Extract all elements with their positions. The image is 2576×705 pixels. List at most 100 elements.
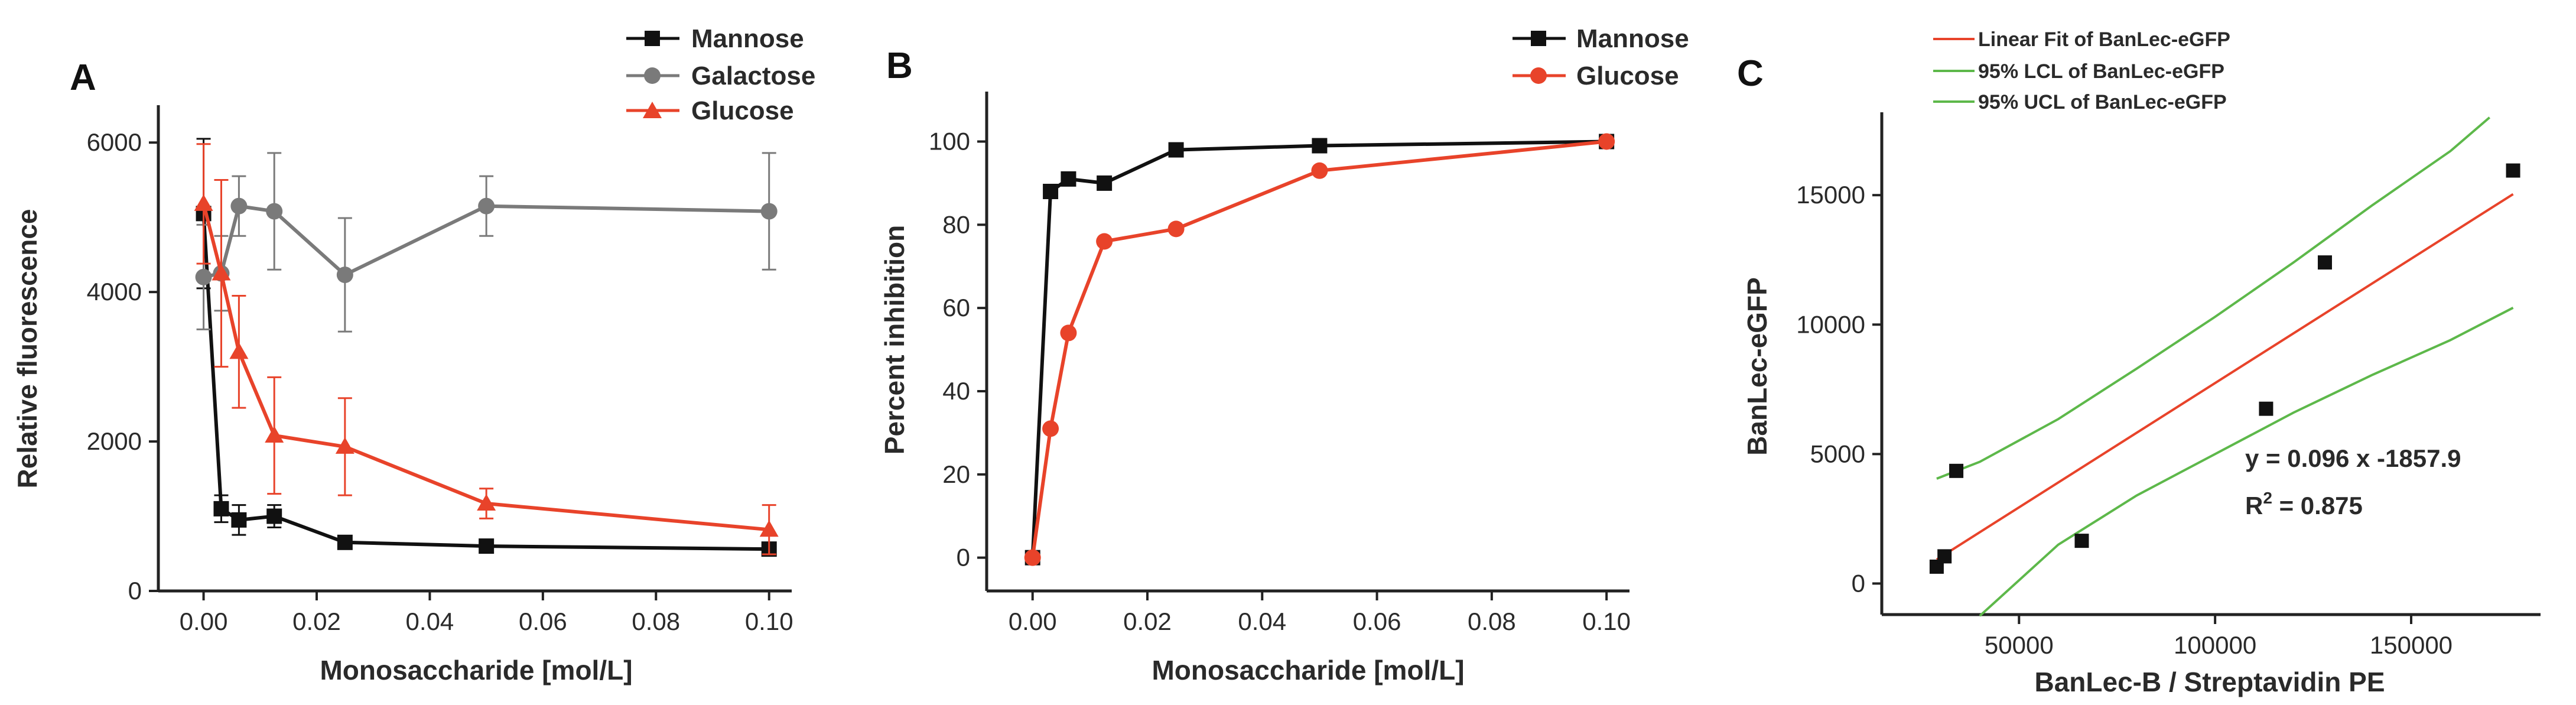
legend-item-ucl-c: 95% UCL of BanLec-eGFP [1933,91,2227,113]
legend-b: Mannose Glucose [1513,24,1689,90]
legend-label-lcl-c: 95% LCL of BanLec-eGFP [1978,60,2224,83]
series-line-glucose-a [201,203,769,532]
x-axis-label-b: Monosaccharide [mol/L] [1152,655,1464,685]
data-point-glucose-b [1042,420,1059,437]
x-tick-label-a: 0.10 [745,607,793,635]
legend-label-galactose-a: Galactose [691,61,815,90]
data-point-glucose-b [1598,133,1615,150]
x-tick-label-a: 0.06 [519,607,567,635]
data-point-mannose-b [1061,171,1076,187]
data-point-c [2074,534,2089,548]
data-point-galactose-a [266,203,283,220]
lcl-line [1979,307,2514,617]
series-a [194,138,779,557]
data-point-galactose-a [336,267,353,284]
y-tick-label-c: 5000 [1810,440,1865,467]
legend-label-mannose-a: Mannose [691,24,804,53]
y-tick-label-b: 80 [942,210,970,238]
r-squared-value: = 0.875 [2272,492,2363,519]
series-line-glucose-b [1030,139,1607,558]
data-point-glucose-a [335,437,354,454]
data-point-galactose-a [195,268,212,285]
legend-label-ucl-c: 95% UCL of BanLec-eGFP [1978,91,2227,113]
series-b [1024,133,1615,566]
legend-item-lcl-c: 95% LCL of BanLec-eGFP [1933,60,2224,83]
data-point-glucose-b [1311,162,1328,179]
ticks-c: 50000 100000 150000 0 5000 10000 15000 [1796,181,2453,659]
legend-item-galactose-a: Galactose [626,61,815,90]
data-point-mannose-b [1168,142,1184,158]
panel-label-a: A [70,57,96,98]
data-point-galactose-a [478,197,495,215]
legend-label-mannose-b: Mannose [1576,24,1689,53]
data-point-c [2317,255,2332,270]
legend-c: Linear Fit of BanLec-eGFP 95% LCL of Ban… [1926,17,2310,122]
legend-item-fit-c: Linear Fit of BanLec-eGFP [1933,28,2230,51]
y-axis-label-a: Relative fluorescence [12,209,43,488]
axes-c [1880,112,2541,616]
y-tick-label-b: 40 [942,377,970,405]
fit-line [1936,193,2514,561]
legend-item-glucose-b: Glucose [1513,61,1679,90]
x-tick-label-c: 50000 [1985,631,2054,659]
axes-b [985,92,1629,593]
legend-label-fit-c: Linear Fit of BanLec-eGFP [1978,28,2230,51]
x-tick-label-b: 0.00 [1009,607,1057,635]
data-point-glucose-a [477,494,496,511]
data-point-mannose-a [266,508,282,524]
series-line-mannose-b [1030,139,1607,558]
data-point-glucose-b [1167,220,1185,238]
x-tick-label-a: 0.04 [406,607,454,635]
data-point-mannose-b [1043,184,1059,199]
y-tick-label-b: 100 [929,128,970,155]
chart-a: Monosaccharide [mol/L] Relative fluoresc… [12,24,815,685]
ucl-line [1936,116,2491,480]
data-point-glucose-b [1024,549,1041,566]
data-point-glucose-b [1060,324,1077,342]
r-squared-sup: 2 [2263,489,2272,507]
y-tick-label-b: 60 [942,294,970,321]
data-point-glucose-a [194,194,213,211]
legend-a: Mannose Galactose Glucose [626,24,815,125]
fit-equation: y = 0.096 x -1857.9 [2245,444,2461,472]
x-tick-label-b: 0.06 [1353,607,1401,635]
y-tick-label-b: 20 [942,460,970,488]
y-tick-label-a: 0 [128,577,142,605]
data-point-mannose-b [1312,138,1328,154]
y-tick-label-a: 2000 [87,427,142,455]
x-axis-label-a: Monosaccharide [mol/L] [320,655,632,685]
data-point-galactose-a [230,197,248,215]
ticks-b: 0.00 0.02 0.04 0.06 0.08 0.10 0 20 40 60 80 100 [929,128,1631,636]
x-tick-label-b: 0.10 [1582,607,1631,635]
data-point-glucose-b [1096,233,1113,250]
panel-label-b: B [886,46,913,86]
data-point-c [2506,163,2520,178]
data-point-c [1949,463,1964,478]
chart-b: Monosaccharide [mol/L] Percent inhibitio… [879,24,1689,685]
legend-label-glucose-b: Glucose [1576,61,1679,90]
y-tick-label-a: 4000 [87,278,142,306]
y-tick-label-c: 15000 [1796,181,1865,209]
axes-a [157,105,792,593]
x-tick-label-b: 0.04 [1238,607,1286,635]
data-point-mannose-a [231,512,247,528]
panel-label-c: C [1737,53,1764,94]
y-axis-label-b: Percent inhibition [879,225,910,454]
legend-item-mannose-b: Mannose [1513,24,1689,53]
data-point-mannose-a [213,501,229,516]
x-axis-label-c: BanLec-B / Streptavidin PE [2034,667,2385,697]
data-point-c [1937,549,1952,564]
r-squared-prefix: R [2245,492,2263,519]
series-c [1929,116,2520,617]
x-tick-label-a: 0.08 [632,607,680,635]
r-squared: R2 = 0.875 [2245,489,2363,519]
y-tick-label-c: 10000 [1796,310,1865,338]
legend-item-glucose-a: Glucose [626,96,794,125]
data-point-glucose-a [759,520,779,537]
y-axis-label-c: BanLec-eGFP [1742,277,1772,456]
data-point-galactose-a [760,203,778,220]
x-tick-label-a: 0.00 [180,607,228,635]
x-tick-label-c: 150000 [2370,631,2453,659]
data-point-glucose-a [212,264,231,281]
